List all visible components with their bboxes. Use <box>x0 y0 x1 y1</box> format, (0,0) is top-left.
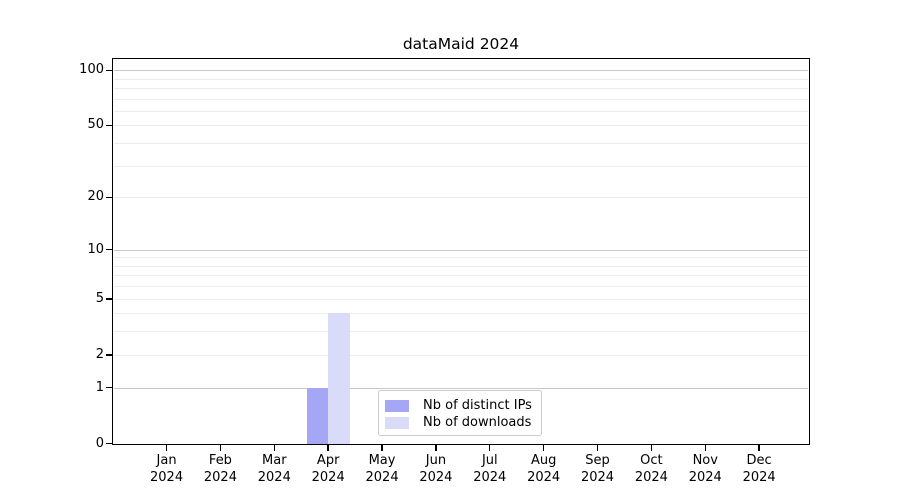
x-tick-label: Jul 2024 <box>462 452 518 486</box>
x-tick-month: Feb <box>208 453 232 468</box>
x-tick-label: Aug 2024 <box>516 452 572 486</box>
x-tick <box>650 445 653 451</box>
y-gridline-minor <box>114 313 808 315</box>
y-tick-label: 5 <box>95 290 104 306</box>
x-tick-year: 2024 <box>527 470 561 485</box>
y-gridline-minor <box>114 143 808 145</box>
x-tick <box>219 445 222 451</box>
x-tick <box>489 445 491 451</box>
x-tick-label: May 2024 <box>354 452 410 486</box>
x-tick-month: Jul <box>481 453 498 468</box>
y-tick-label: 10 <box>87 241 104 257</box>
y-gridline-minor <box>114 265 808 267</box>
y-tick-label: 2 <box>95 346 104 362</box>
y-tick <box>106 298 113 300</box>
x-tick-year: 2024 <box>580 470 615 485</box>
x-tick-month: Nov <box>692 453 718 468</box>
y-gridline-minor <box>114 98 808 100</box>
x-tick-month: Jan <box>156 453 177 468</box>
x-tick <box>704 445 706 451</box>
y-gridline-major <box>114 70 808 72</box>
y-tick-label: 1 <box>95 379 104 395</box>
x-tick-year: 2024 <box>634 470 668 485</box>
x-tick-year: 2024 <box>419 470 453 485</box>
x-tick <box>542 445 545 451</box>
x-tick-year: 2024 <box>257 470 291 485</box>
bar-distinct-ips <box>306 387 329 444</box>
y-tick-label: 0 <box>95 435 104 451</box>
legend-label-distinct-ips: Nb of distinct IPs <box>423 398 532 413</box>
y-gridline-minor <box>114 88 808 90</box>
x-tick-label: Sep 2024 <box>570 452 626 486</box>
x-tick-year: 2024 <box>203 470 237 485</box>
legend-swatch-downloads <box>385 416 409 429</box>
legend-item-downloads: Nb of downloads <box>385 414 541 431</box>
y-tick <box>106 69 113 72</box>
y-tick <box>106 124 113 127</box>
y-gridline-major <box>114 387 808 389</box>
x-tick-label: Oct 2024 <box>623 452 679 486</box>
y-gridline-minor <box>114 78 808 80</box>
x-tick <box>435 445 437 451</box>
x-tick-label: Feb 2024 <box>192 452 248 486</box>
x-tick-label: Apr 2024 <box>300 452 356 486</box>
x-tick-month: Jun <box>425 453 447 468</box>
x-tick <box>273 445 275 451</box>
y-gridline-minor <box>114 298 808 300</box>
x-tick-year: 2024 <box>742 470 776 485</box>
y-tick <box>106 354 113 356</box>
x-tick-label: Jan 2024 <box>139 452 195 486</box>
x-tick <box>327 445 329 451</box>
y-tick <box>106 443 113 445</box>
bar-downloads <box>328 313 350 444</box>
x-tick-year: 2024 <box>150 470 184 485</box>
x-tick-month: May <box>368 453 396 468</box>
x-tick-label: Jun 2024 <box>408 452 464 486</box>
y-tick-label: 100 <box>79 62 104 78</box>
y-tick <box>106 249 113 251</box>
x-tick-month: Mar <box>262 453 287 468</box>
x-tick-year: 2024 <box>365 470 399 485</box>
x-tick-label: Dec 2024 <box>731 452 787 486</box>
y-gridline-minor <box>114 110 808 112</box>
x-tick-month: Apr <box>316 453 340 468</box>
x-tick-label: Nov 2024 <box>677 452 733 486</box>
y-gridline-minor <box>114 275 808 277</box>
x-tick-year: 2024 <box>311 470 345 485</box>
legend: Nb of distinct IPs Nb of downloads <box>378 390 542 436</box>
x-tick <box>758 445 760 451</box>
y-tick <box>106 387 113 389</box>
x-tick <box>596 445 599 451</box>
y-gridline-minor <box>114 197 808 199</box>
x-tick-label: Mar 2024 <box>246 452 302 486</box>
x-tick <box>165 445 168 451</box>
y-tick-label: 20 <box>87 189 104 205</box>
x-tick-year: 2024 <box>688 470 722 485</box>
x-tick-year: 2024 <box>473 470 507 485</box>
x-tick-month: Sep <box>585 453 610 468</box>
y-gridline-minor <box>114 165 808 167</box>
y-gridline-minor <box>114 286 808 288</box>
y-tick <box>106 196 113 199</box>
y-gridline-minor <box>114 354 808 356</box>
chart-title: dataMaid 2024 <box>402 35 520 53</box>
y-gridline-major <box>114 249 808 251</box>
legend-swatch-distinct-ips <box>385 399 409 412</box>
y-tick-label: 50 <box>87 117 104 133</box>
y-gridline-minor <box>114 125 808 127</box>
x-tick-month: Oct <box>640 453 663 468</box>
x-tick <box>381 445 383 451</box>
y-gridline-minor <box>114 331 808 333</box>
legend-item-distinct-ips: Nb of distinct IPs <box>385 397 541 414</box>
x-tick-month: Aug <box>530 453 557 468</box>
legend-label-downloads: Nb of downloads <box>423 415 532 430</box>
y-gridline-minor <box>114 257 808 259</box>
x-tick-month: Dec <box>746 453 772 468</box>
